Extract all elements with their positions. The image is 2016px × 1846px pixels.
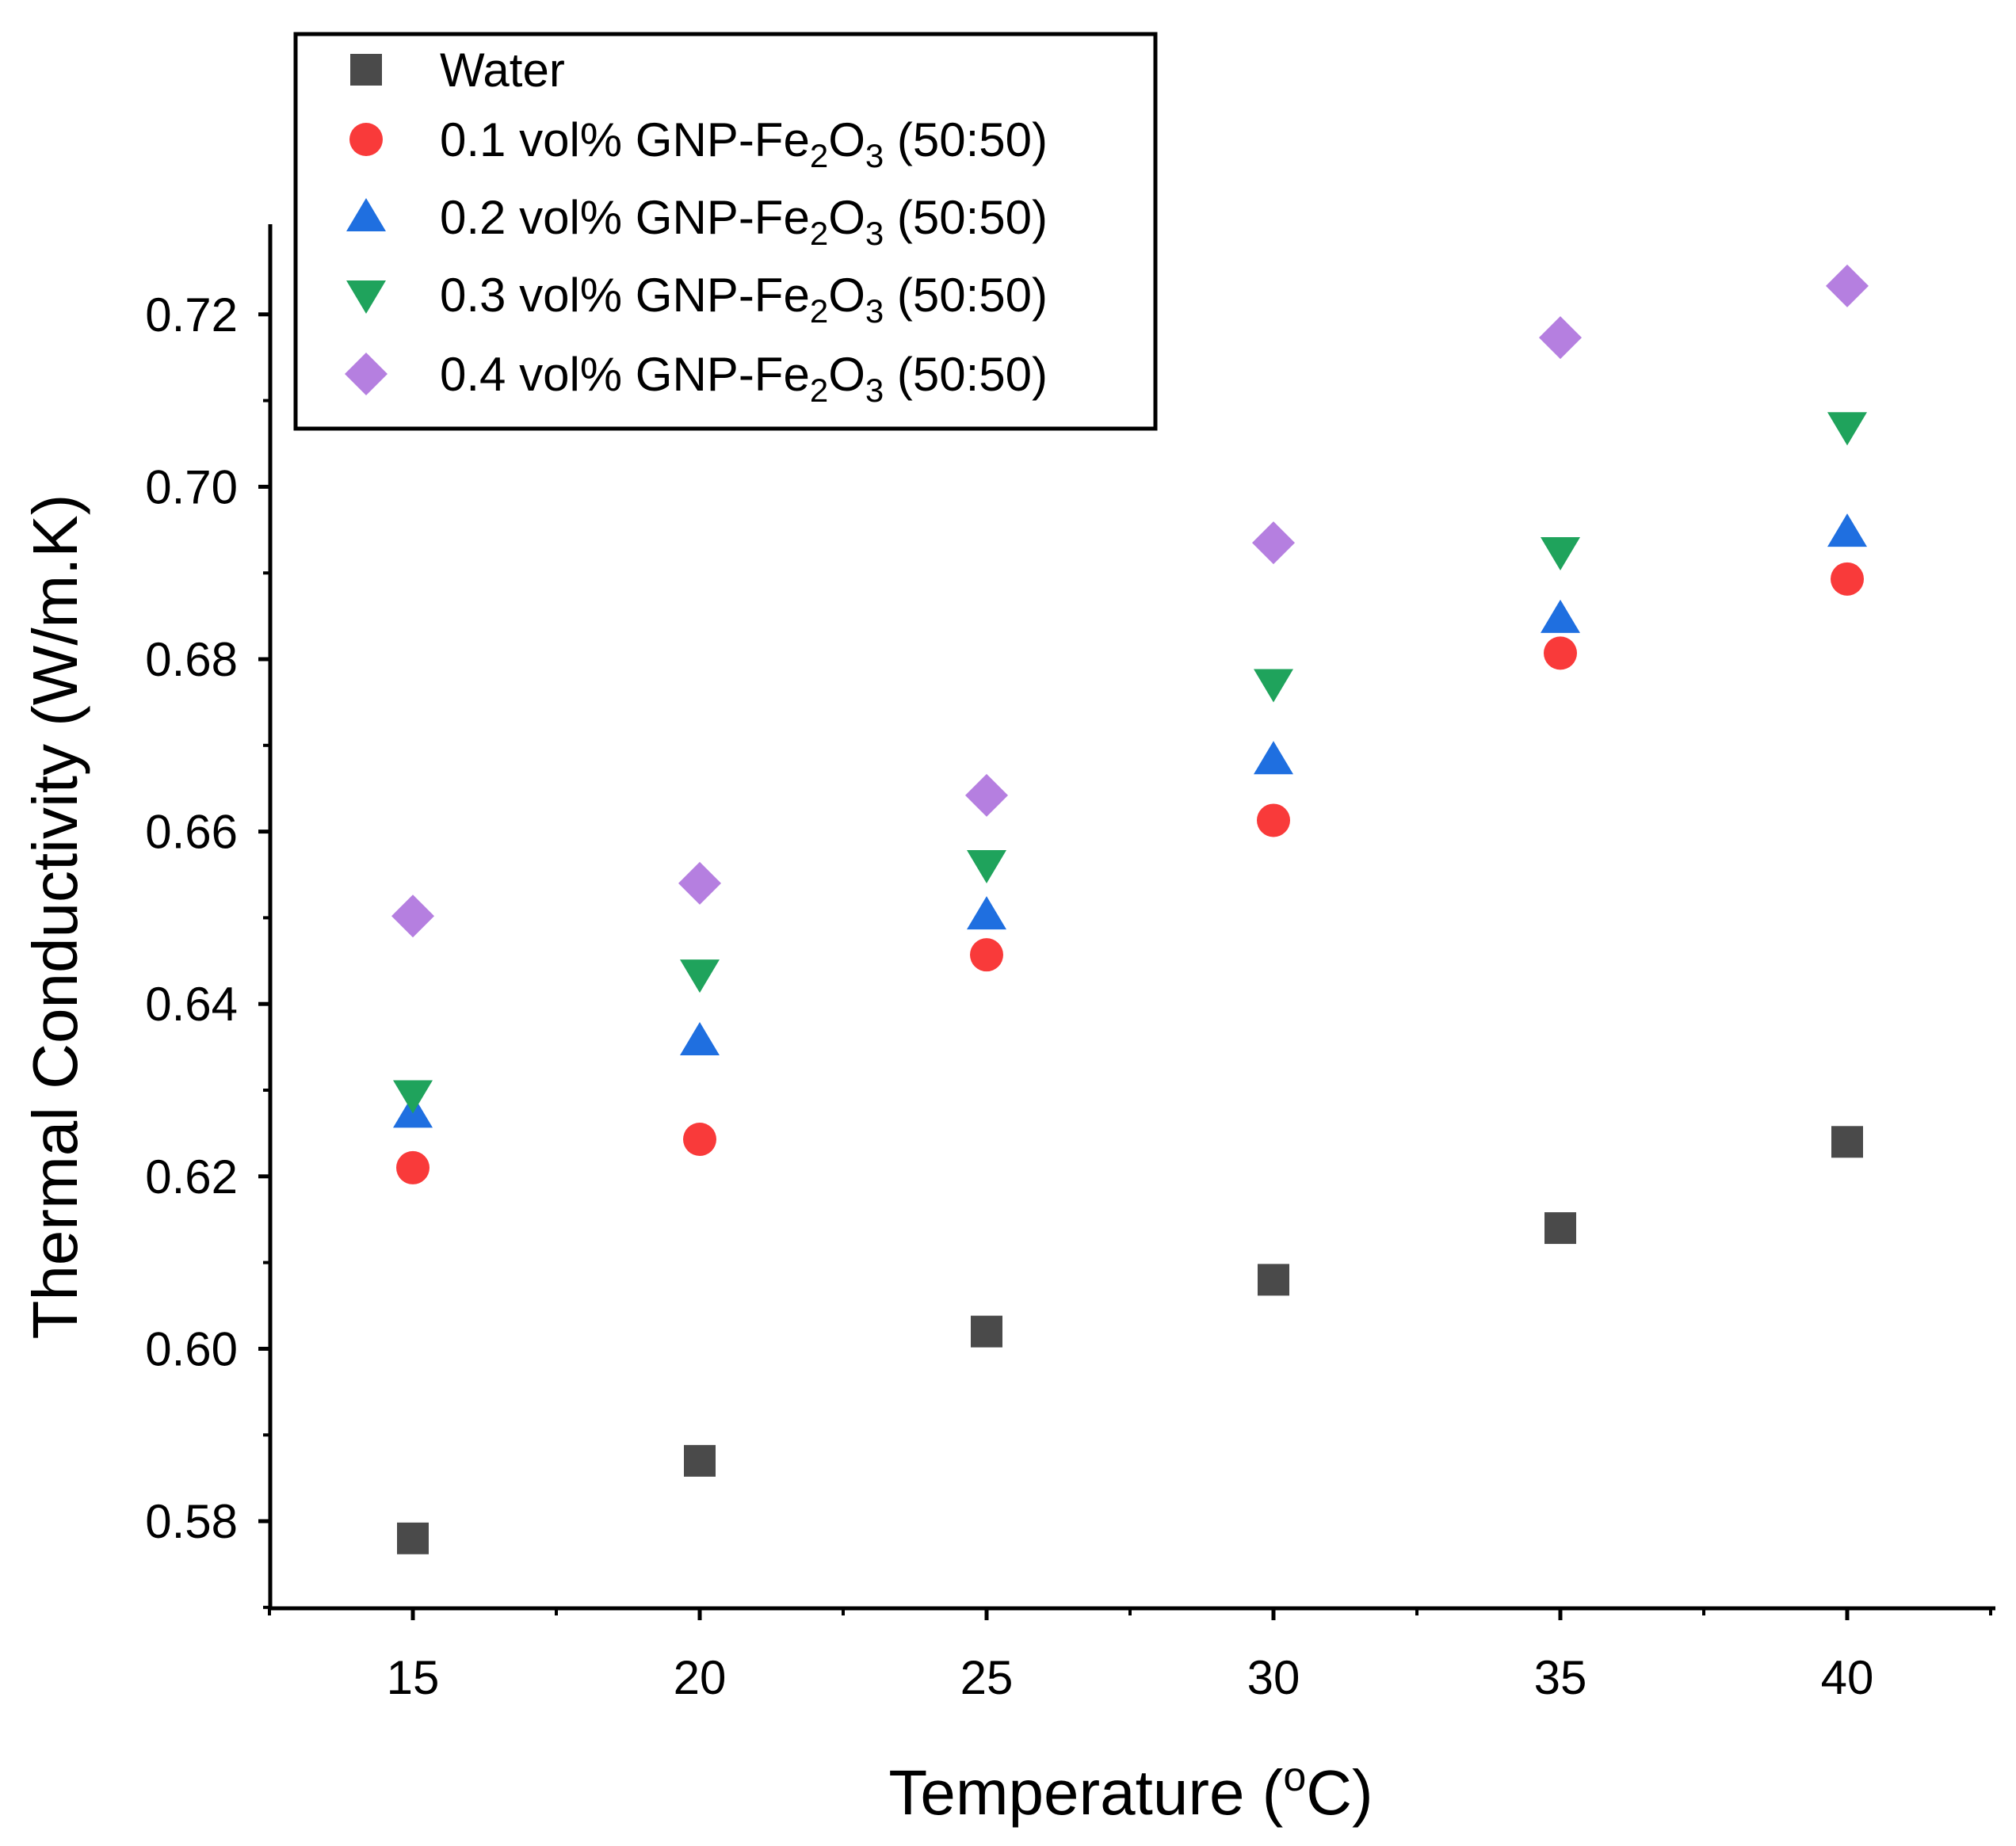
data-point (1831, 1126, 1863, 1158)
data-point (1254, 669, 1293, 703)
data-point (393, 1080, 433, 1114)
y-tick-label: 0.72 (145, 288, 238, 341)
data-point (1544, 636, 1577, 670)
data-point (684, 1444, 716, 1477)
data-point (967, 896, 1006, 930)
legend-marker (345, 353, 388, 395)
legend-label: 0.2 vol% GNP-Fe2O3 (50:50) (440, 191, 1048, 252)
legend-label: 0.3 vol% GNP-Fe2O3 (50:50) (440, 269, 1048, 330)
data-point (683, 1123, 716, 1157)
data-point (1539, 316, 1582, 360)
data-point (1826, 264, 1869, 307)
y-tick-label: 0.70 (145, 460, 238, 513)
legend-label: 0.1 vol% GNP-Fe2O3 (50:50) (440, 113, 1048, 174)
data-point (1827, 412, 1867, 446)
data-point (1257, 803, 1290, 837)
series-5 (391, 264, 1869, 938)
data-point (970, 938, 1003, 972)
series-2 (396, 562, 1864, 1184)
x-tick-label: 35 (1534, 1651, 1587, 1704)
x-axis-title: Temperature (oC) (888, 1754, 1373, 1828)
legend-marker (349, 123, 383, 156)
y-axis-ticks: 0.58 0.60 0.62 0.64 0.66 0.68 0.70 0.72 (145, 288, 270, 1609)
legend-marker (346, 198, 386, 231)
data-point (965, 773, 1008, 817)
series-4 (393, 412, 1867, 1114)
x-axis-title-superscript: o (1283, 1754, 1306, 1800)
data-point (1831, 562, 1864, 596)
y-axis-title: Thermal Conductivity (W/m.K) (20, 494, 90, 1340)
y-tick-label: 0.62 (145, 1150, 238, 1203)
data-point (1827, 513, 1867, 547)
data-point (396, 1150, 430, 1184)
legend-label: 0.4 vol% GNP-Fe2O3 (50:50) (440, 348, 1048, 409)
data-point (967, 849, 1006, 883)
data-point (1254, 741, 1293, 775)
data-point (1252, 521, 1295, 565)
series-1 (397, 1126, 1863, 1554)
data-point (680, 959, 720, 994)
legend-marker (350, 54, 382, 86)
x-axis-title-text: Temperature ( (888, 1757, 1283, 1828)
legend-box (293, 32, 1158, 431)
y-tick-label: 0.64 (145, 978, 238, 1031)
y-tick-label: 0.60 (145, 1322, 238, 1375)
data-point (1544, 1212, 1576, 1245)
y-tick-label: 0.68 (145, 633, 238, 686)
data-point (971, 1315, 1002, 1348)
data-point (1541, 599, 1580, 633)
legend: Water 0.1 vol% GNP-Fe2O3 (50:50) 0.2 vol% … (293, 32, 1158, 431)
x-tick-label: 40 (1821, 1651, 1874, 1704)
x-tick-label: 15 (387, 1651, 440, 1704)
data-points (391, 264, 1869, 1554)
data-point (680, 1021, 720, 1055)
data-point (391, 894, 434, 938)
x-axis-ticks: 15 20 25 30 35 40 (268, 1608, 1992, 1704)
data-point (678, 861, 721, 905)
legend-marker (346, 280, 386, 314)
data-point (1258, 1264, 1289, 1296)
x-tick-label: 30 (1247, 1651, 1300, 1704)
legend-label: Water (440, 44, 565, 97)
data-point (1541, 537, 1580, 570)
x-tick-label: 20 (674, 1651, 727, 1704)
y-tick-label: 0.66 (145, 806, 238, 859)
y-tick-label: 0.58 (145, 1495, 238, 1548)
x-axis-title-end: C) (1306, 1757, 1373, 1828)
x-tick-label: 25 (960, 1651, 1014, 1704)
data-point (397, 1522, 429, 1554)
